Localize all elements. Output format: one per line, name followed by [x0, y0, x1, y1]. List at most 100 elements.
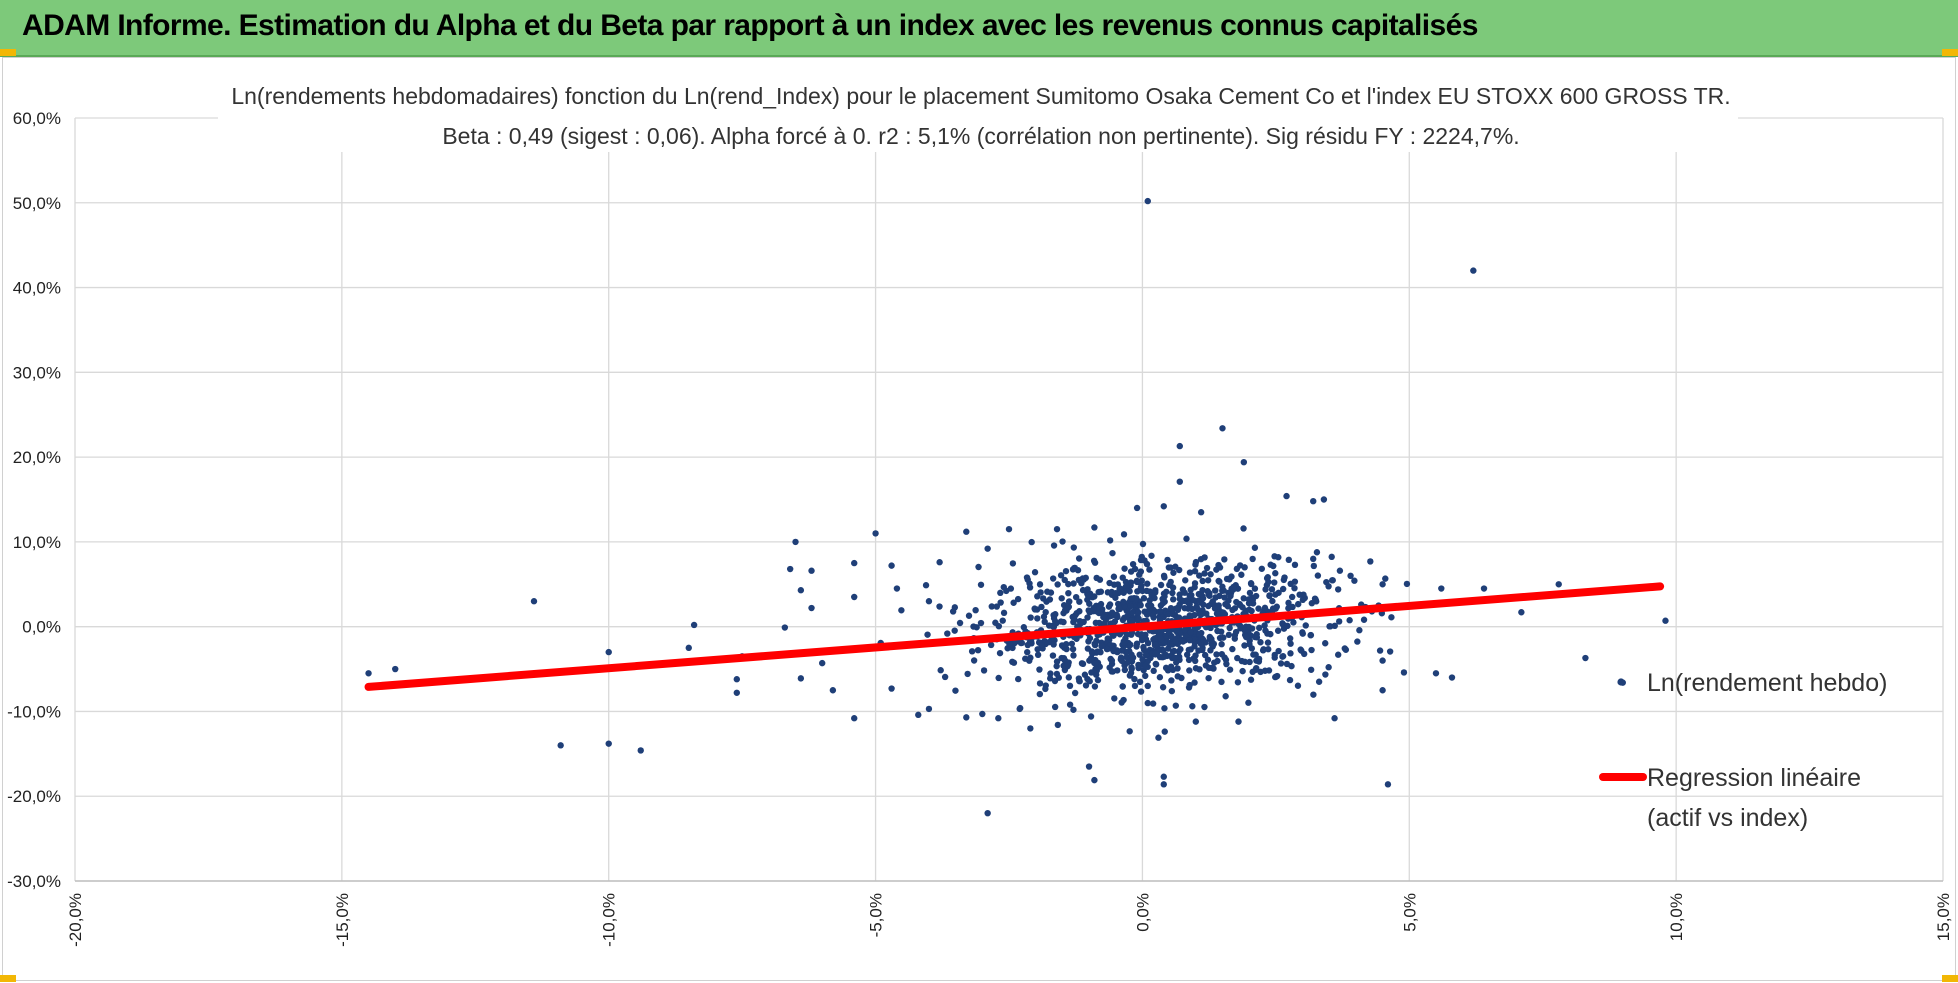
scatter-point — [1106, 579, 1113, 587]
y-tick-label: 50,0% — [13, 194, 61, 213]
scatter-point — [1220, 634, 1227, 641]
scatter-point — [1290, 619, 1297, 626]
scatter-point — [851, 593, 858, 601]
scatter-point — [1081, 671, 1089, 678]
scatter-point — [1170, 647, 1178, 655]
scatter-point — [1082, 682, 1090, 689]
scatter-point — [1167, 663, 1175, 670]
scatter-point — [1227, 592, 1234, 600]
scatter-point — [1221, 654, 1228, 661]
scatter-point — [970, 657, 978, 664]
scatter-point — [1376, 647, 1384, 654]
scatter-point — [1034, 651, 1042, 659]
scatter-point — [797, 587, 805, 594]
scatter-point — [1161, 705, 1168, 712]
scatter-point — [1192, 558, 1200, 566]
legend-label-scatter: Ln(rendement hebdo) — [1647, 669, 1887, 697]
scatter-point — [1199, 586, 1206, 594]
scatter-point — [1286, 676, 1294, 684]
scatter-point — [1438, 585, 1445, 592]
y-tick-label: -10,0% — [7, 702, 61, 721]
scatter-point — [1051, 703, 1059, 711]
scatter-point — [1262, 627, 1269, 634]
scatter-point — [1162, 664, 1170, 672]
scatter-point — [1432, 670, 1440, 677]
scatter-point — [1151, 594, 1158, 602]
scatter-point — [1084, 645, 1092, 652]
scatter-point — [1157, 581, 1165, 589]
scatter-point — [1027, 654, 1034, 661]
scatter-point — [1152, 641, 1159, 648]
scatter-point — [1034, 615, 1041, 622]
regression-line — [364, 582, 1665, 691]
scatter-point — [797, 675, 805, 682]
scatter-point — [1267, 630, 1274, 638]
scatter-point — [1121, 666, 1129, 674]
scatter-point — [1100, 613, 1107, 621]
scatter-point — [605, 648, 612, 656]
scatter-point — [1201, 554, 1208, 561]
scatter-point — [1245, 600, 1253, 607]
scatter-point — [1054, 581, 1061, 588]
scatter-point — [1266, 592, 1273, 599]
scatter-point — [1240, 458, 1248, 466]
scatter-point — [1288, 593, 1296, 601]
scatter-point — [1069, 566, 1077, 573]
scatter-point — [941, 673, 949, 681]
scatter-point — [1229, 645, 1236, 653]
scatter-point — [1139, 656, 1146, 663]
scatter-point — [1247, 676, 1255, 683]
scatter-point — [1139, 540, 1147, 548]
scatter-point — [1296, 591, 1303, 598]
scatter-point — [1518, 609, 1525, 616]
scatter-point — [1336, 567, 1344, 574]
scatter-point — [1054, 721, 1062, 729]
scatter-point — [1181, 604, 1188, 612]
scatter-point — [1341, 645, 1348, 652]
scatter-point — [1027, 725, 1034, 732]
scatter-point — [1157, 635, 1165, 643]
scatter-point — [1183, 535, 1190, 542]
scatter-point — [1155, 734, 1162, 741]
scatter-point — [1149, 700, 1157, 707]
scatter-point — [1098, 643, 1105, 650]
scatter-point — [1257, 639, 1264, 646]
scatter-point — [1185, 656, 1193, 664]
scatter-point — [995, 715, 1002, 722]
scatter-point — [808, 604, 815, 612]
scatter-point — [1126, 728, 1133, 735]
scatter-point — [1036, 666, 1043, 673]
scatter-point — [898, 607, 905, 614]
y-tick-label: 0,0% — [22, 618, 61, 637]
scatter-point — [1204, 577, 1212, 584]
scatter-point — [1187, 628, 1195, 636]
scatter-point — [965, 612, 973, 619]
scatter-point — [1023, 574, 1031, 581]
scatter-point — [1095, 609, 1103, 617]
scatter-point — [1322, 640, 1329, 647]
scatter-point — [1199, 577, 1206, 585]
scatter-point — [1182, 632, 1190, 639]
scatter-point — [1215, 577, 1222, 585]
scatter-point — [1328, 553, 1335, 561]
scatter-point — [1226, 576, 1233, 583]
scatter-point — [1255, 658, 1263, 665]
scatter-point — [1114, 581, 1122, 588]
scatter-point — [1200, 601, 1207, 608]
y-tick-label: 40,0% — [13, 279, 61, 298]
scatter-point — [1144, 580, 1151, 587]
scatter-point — [1312, 596, 1319, 604]
scatter-point — [1136, 662, 1144, 669]
scatter-point — [1180, 597, 1188, 605]
scatter-point — [979, 710, 986, 718]
scatter-point — [1091, 593, 1098, 600]
x-tick-label: -15,0% — [333, 893, 352, 947]
scatter-point — [1165, 564, 1173, 571]
scatter-point — [1199, 595, 1207, 602]
scatter-point — [1327, 623, 1334, 630]
scatter-point — [1388, 614, 1395, 621]
y-tick-label: 10,0% — [13, 533, 61, 552]
scatter-point — [1126, 672, 1134, 679]
scatter-point — [956, 619, 964, 627]
scatter-point — [1065, 674, 1073, 681]
